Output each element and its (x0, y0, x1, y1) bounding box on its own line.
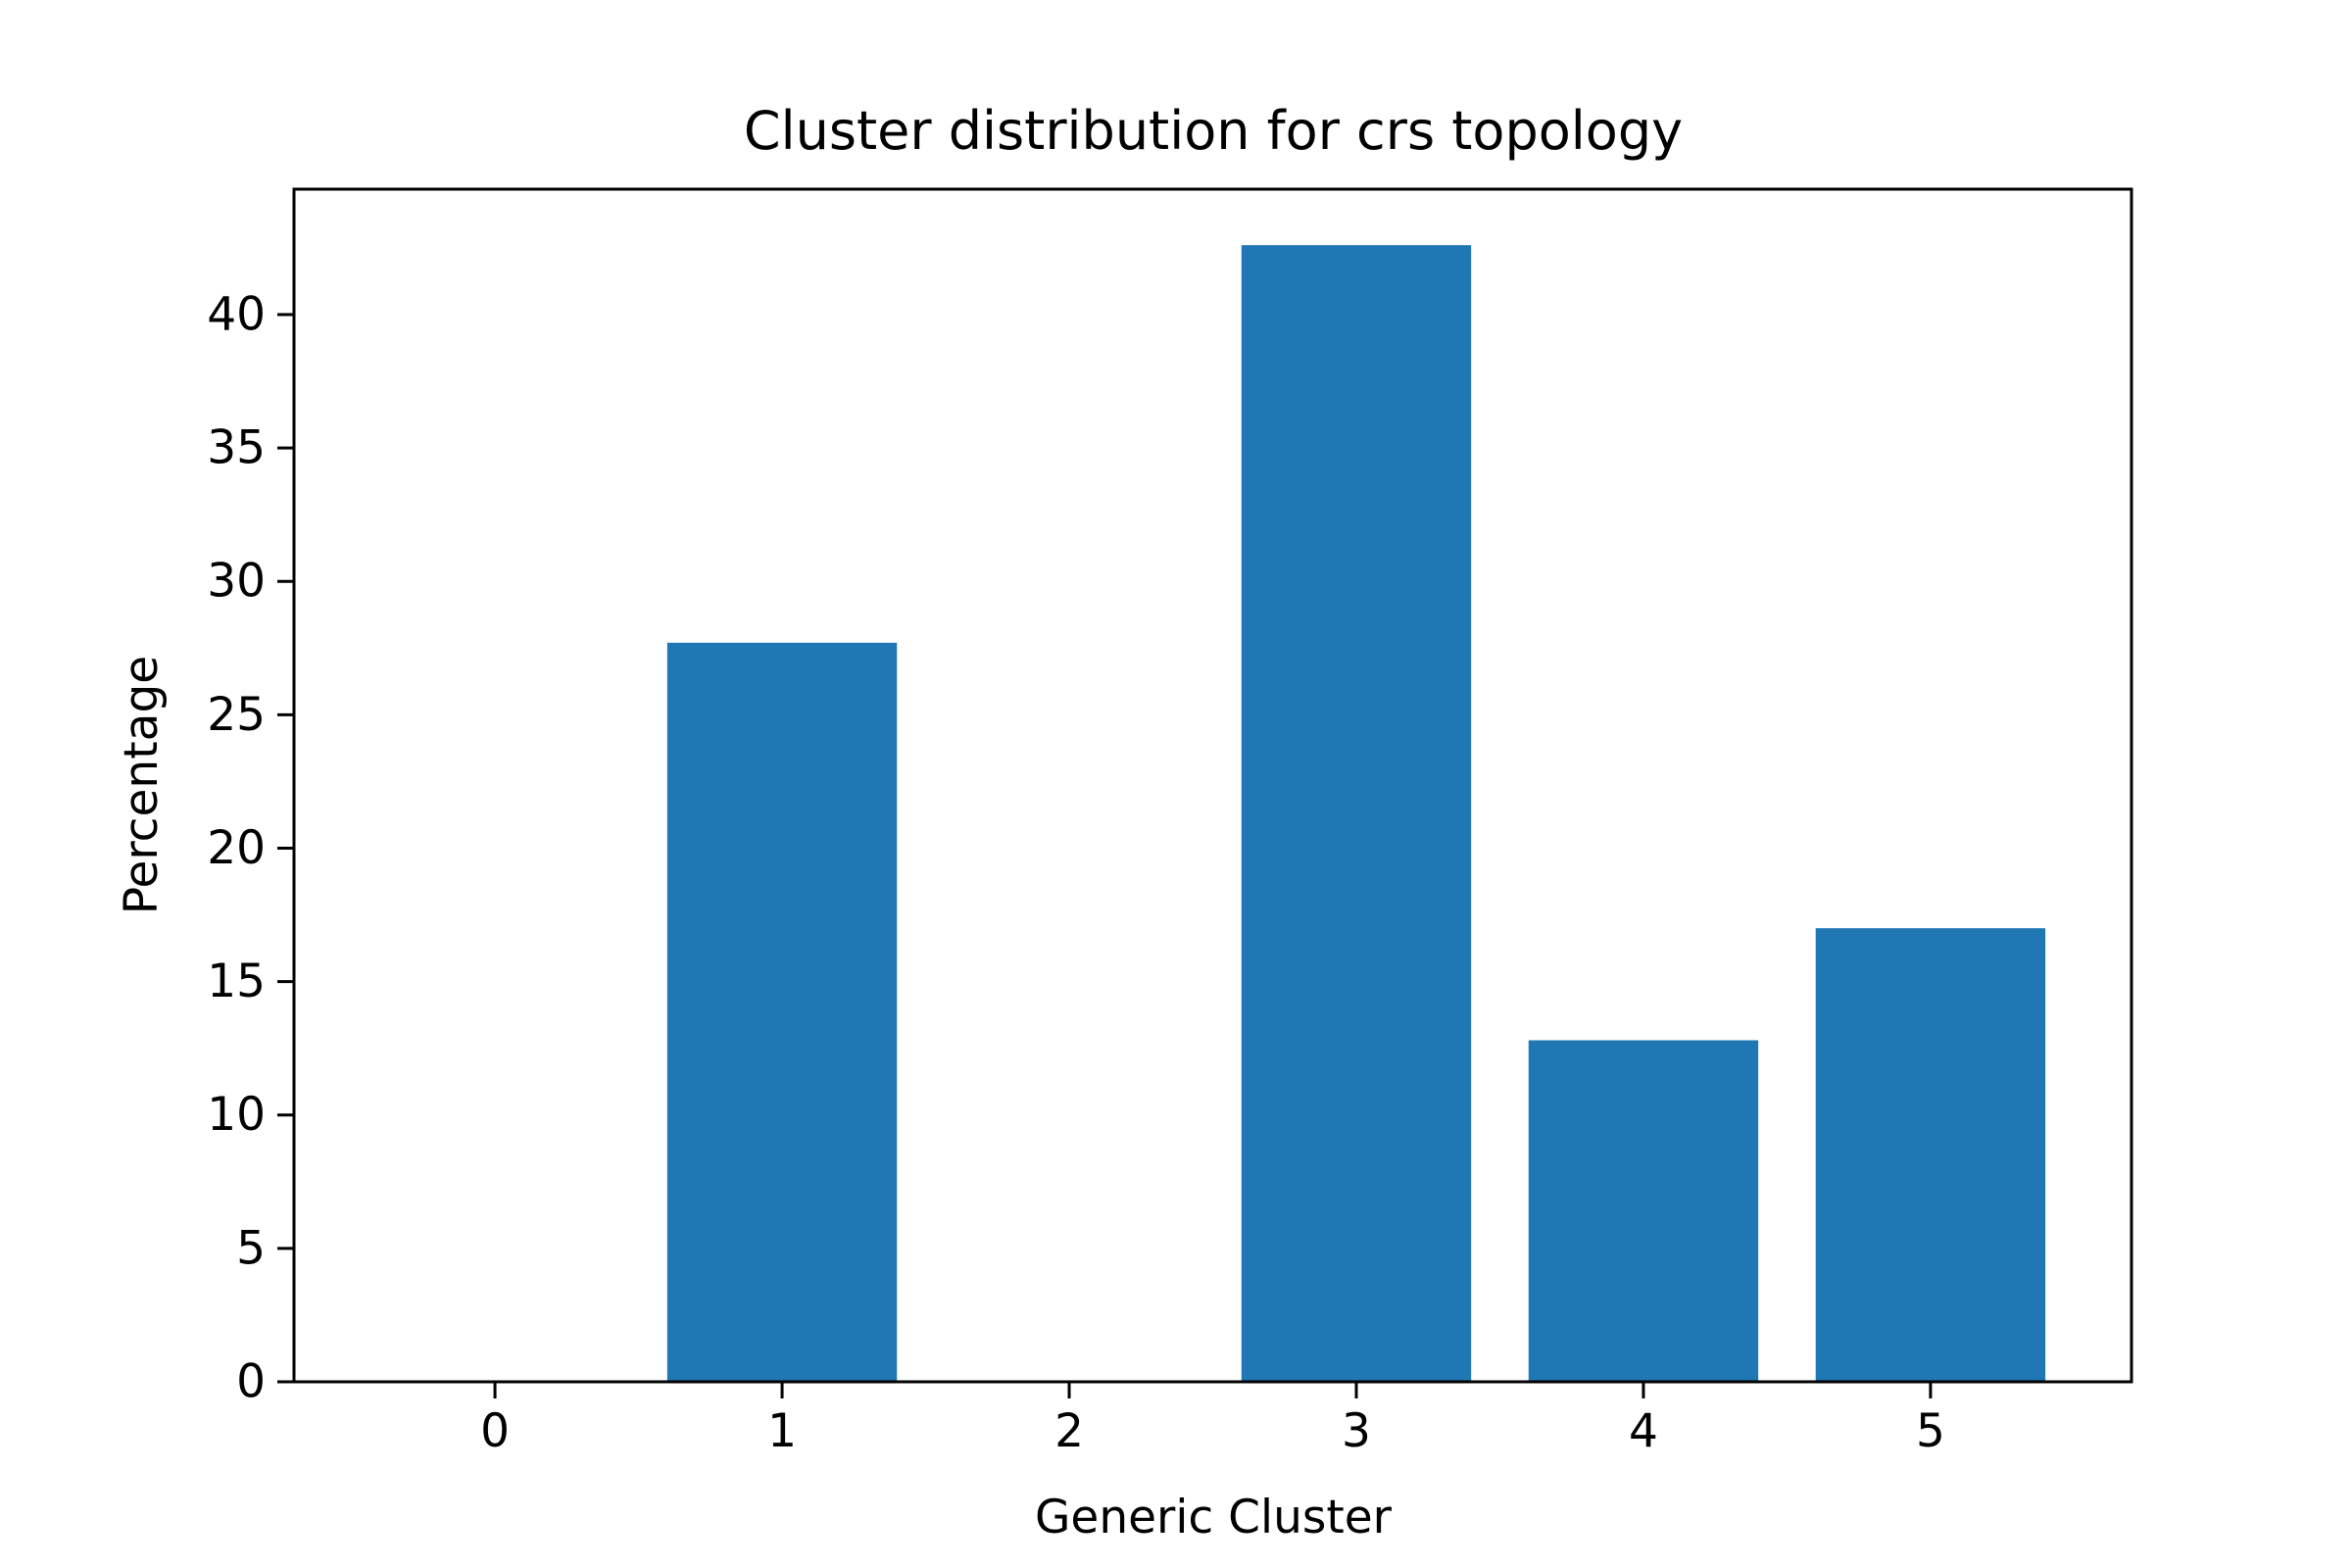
bar-1 (666, 642, 898, 1382)
y-tick-label: 15 (207, 955, 266, 1008)
y-tick-label: 5 (236, 1221, 266, 1275)
bar-3 (1241, 245, 1472, 1382)
x-tick-label: 0 (480, 1404, 510, 1458)
bars-group (666, 245, 2046, 1382)
y-tick-label: 10 (207, 1088, 266, 1142)
x-axis-label: Generic Cluster (1035, 1491, 1393, 1544)
y-tick-label: 20 (207, 821, 266, 875)
x-axis-ticks: 0 1 2 3 4 5 (480, 1382, 1945, 1458)
y-tick-label: 0 (236, 1355, 266, 1409)
bar-5 (1815, 928, 2046, 1382)
x-tick-label: 2 (1054, 1404, 1084, 1458)
x-tick-label: 5 (1916, 1404, 1945, 1458)
x-tick-label: 4 (1629, 1404, 1658, 1458)
y-tick-label: 35 (207, 421, 266, 475)
y-axis-label: Percentage (115, 656, 169, 914)
y-axis-ticks: 0 5 10 15 20 25 30 35 40 (207, 287, 294, 1409)
x-tick-label: 1 (767, 1404, 797, 1458)
bar-4 (1528, 1040, 1759, 1382)
chart-title: Cluster distribution for crs topology (744, 100, 1683, 162)
y-tick-label: 40 (207, 287, 266, 341)
y-tick-label: 30 (207, 555, 266, 609)
y-tick-label: 25 (207, 688, 266, 742)
x-tick-label: 3 (1342, 1404, 1371, 1458)
plot-frame (292, 187, 2133, 1384)
